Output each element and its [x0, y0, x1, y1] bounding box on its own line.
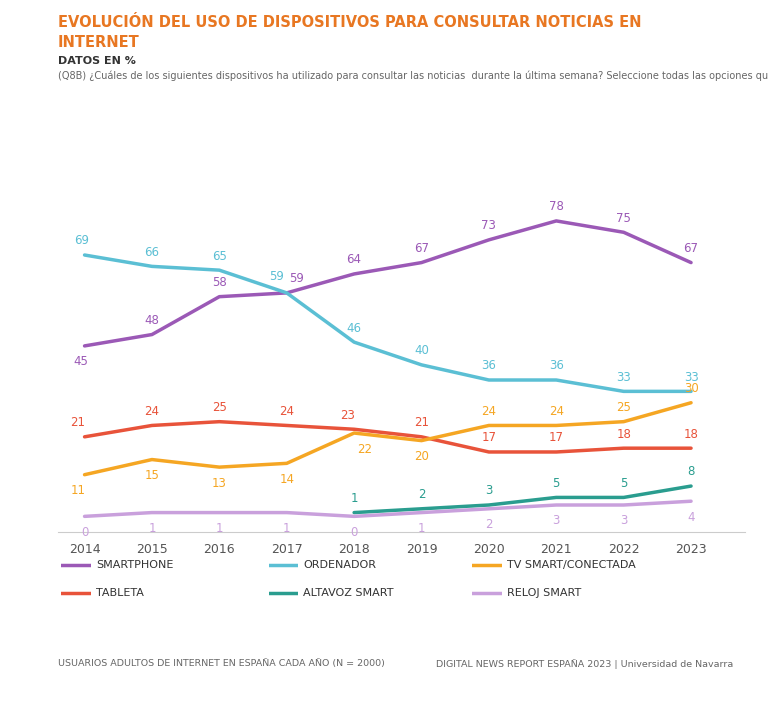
Text: INTERNET: INTERNET — [58, 35, 139, 50]
Text: EVOLUCIÓN DEL USO DE DISPOSITIVOS PARA CONSULTAR NOTICIAS EN: EVOLUCIÓN DEL USO DE DISPOSITIVOS PARA C… — [58, 15, 641, 30]
Text: USUARIOS ADULTOS DE INTERNET EN ESPAÑA CADA AÑO (N = 2000): USUARIOS ADULTOS DE INTERNET EN ESPAÑA C… — [58, 659, 385, 668]
Text: 15: 15 — [144, 469, 160, 482]
Text: 24: 24 — [144, 405, 160, 418]
Text: 23: 23 — [340, 409, 355, 422]
Text: 18: 18 — [616, 427, 631, 441]
Text: 2: 2 — [485, 518, 492, 532]
Text: 3: 3 — [485, 484, 492, 498]
Text: 22: 22 — [356, 443, 372, 455]
Text: 24: 24 — [549, 405, 564, 418]
Text: DATOS EN %: DATOS EN % — [58, 56, 135, 66]
Text: 14: 14 — [280, 473, 294, 486]
Text: 1: 1 — [148, 522, 156, 535]
Text: 4: 4 — [687, 510, 695, 524]
Text: 64: 64 — [346, 253, 362, 266]
Text: 45: 45 — [74, 356, 88, 368]
Text: 0: 0 — [350, 526, 358, 539]
Text: 1: 1 — [350, 492, 358, 505]
Text: TABLETA: TABLETA — [96, 589, 144, 598]
Text: SMARTPHONE: SMARTPHONE — [96, 560, 174, 570]
Text: 21: 21 — [71, 416, 85, 429]
Text: 1: 1 — [418, 522, 425, 535]
Text: 13: 13 — [212, 477, 227, 489]
Text: 0: 0 — [81, 526, 88, 539]
Text: 20: 20 — [414, 450, 429, 463]
Text: 67: 67 — [414, 242, 429, 255]
Text: 24: 24 — [482, 405, 496, 418]
Text: 69: 69 — [74, 234, 88, 247]
Text: (Q8B) ¿Cuáles de los siguientes dispositivos ha utilizado para consultar las not: (Q8B) ¿Cuáles de los siguientes disposit… — [58, 70, 768, 81]
Text: 11: 11 — [71, 484, 85, 497]
Text: 36: 36 — [549, 360, 564, 372]
Text: 1: 1 — [216, 522, 223, 535]
Text: 66: 66 — [144, 246, 160, 259]
Text: ALTAVOZ SMART: ALTAVOZ SMART — [303, 589, 394, 598]
Text: 8: 8 — [687, 465, 695, 479]
Text: 25: 25 — [616, 401, 631, 414]
Text: 73: 73 — [482, 219, 496, 232]
Text: 59: 59 — [269, 270, 284, 284]
Text: ORDENADOR: ORDENADOR — [303, 560, 376, 570]
Text: 1: 1 — [283, 522, 290, 535]
Text: 78: 78 — [549, 201, 564, 213]
Text: 67: 67 — [684, 242, 699, 255]
Text: 48: 48 — [144, 314, 160, 327]
Text: 17: 17 — [482, 432, 496, 444]
Text: 36: 36 — [482, 360, 496, 372]
Text: 75: 75 — [616, 212, 631, 225]
Text: DIGITAL NEWS REPORT ESPAÑA 2023 | Universidad de Navarra: DIGITAL NEWS REPORT ESPAÑA 2023 | Univer… — [436, 659, 733, 669]
Text: RELOJ SMART: RELOJ SMART — [507, 589, 581, 598]
Text: 30: 30 — [684, 382, 698, 395]
Text: 46: 46 — [346, 322, 362, 334]
Text: 5: 5 — [553, 477, 560, 490]
Text: 5: 5 — [620, 477, 627, 490]
Text: 25: 25 — [212, 401, 227, 414]
Text: 65: 65 — [212, 250, 227, 263]
Text: 18: 18 — [684, 427, 698, 441]
Text: 21: 21 — [414, 416, 429, 429]
Text: TV SMART/CONECTADA: TV SMART/CONECTADA — [507, 560, 636, 570]
Text: 40: 40 — [414, 344, 429, 357]
Text: 17: 17 — [549, 432, 564, 444]
Text: 3: 3 — [620, 515, 627, 527]
Text: 2: 2 — [418, 488, 425, 501]
Text: 33: 33 — [684, 371, 698, 384]
Text: 33: 33 — [616, 371, 631, 384]
Text: 59: 59 — [290, 272, 304, 285]
Text: 3: 3 — [553, 515, 560, 527]
Text: 58: 58 — [212, 276, 227, 289]
Text: 24: 24 — [280, 405, 294, 418]
